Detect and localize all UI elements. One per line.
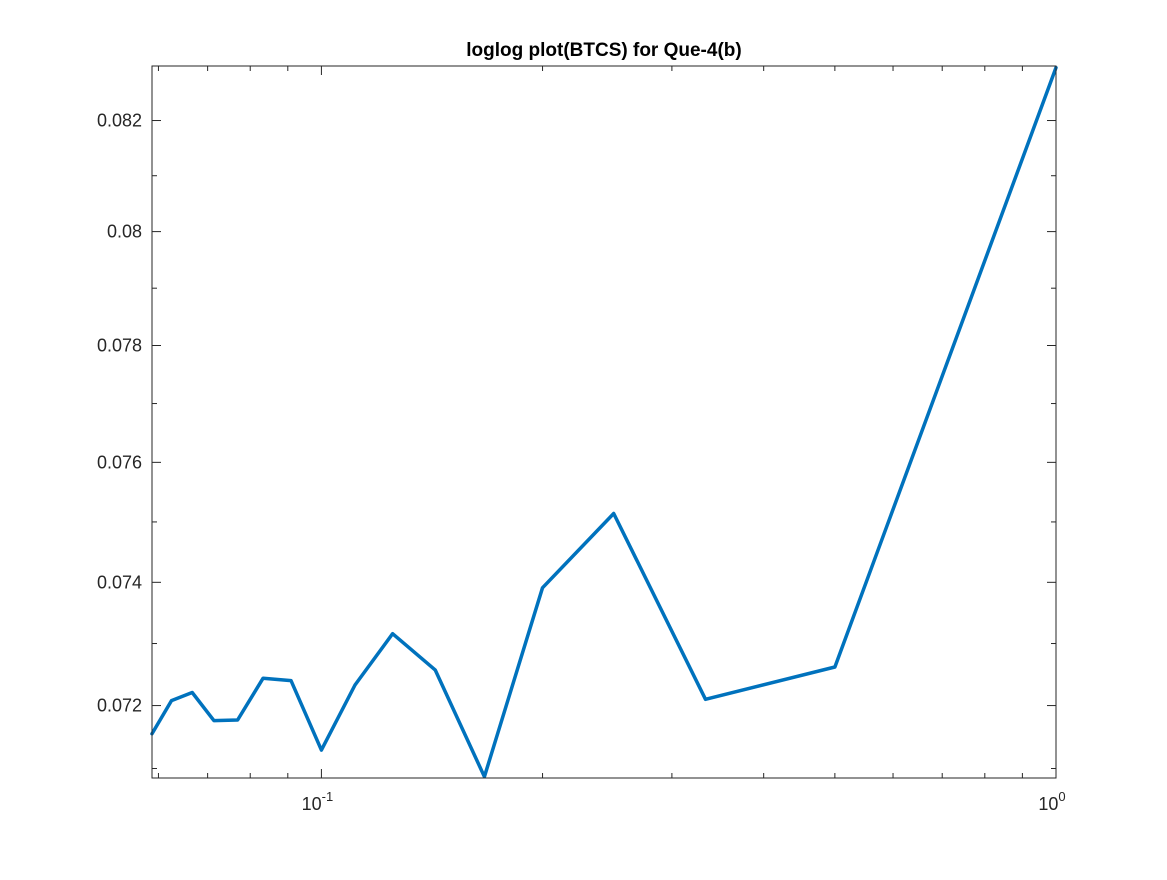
y-tick-label: 0.078 — [97, 335, 142, 355]
chart-title: loglog plot(BTCS) for Que-4(b) — [466, 40, 741, 61]
line-layer — [150, 65, 1058, 779]
ticks-layer — [152, 66, 1057, 778]
x-tick-label: 100 — [1038, 789, 1065, 814]
series-line — [150, 65, 1058, 779]
y-tick-label: 0.076 — [97, 452, 142, 472]
y-tick-label: 0.082 — [97, 111, 142, 131]
y-tick-label: 0.074 — [97, 572, 142, 592]
plot-frame — [151, 65, 1057, 779]
y-tick-label: 0.08 — [107, 222, 142, 242]
labels-layer: 10-1 100 0.072 0.074 0.076 0.078 0.08 0.082 — [97, 111, 1066, 814]
y-tick-label: 0.072 — [97, 696, 142, 716]
x-tick-label: 10-1 — [302, 789, 334, 814]
